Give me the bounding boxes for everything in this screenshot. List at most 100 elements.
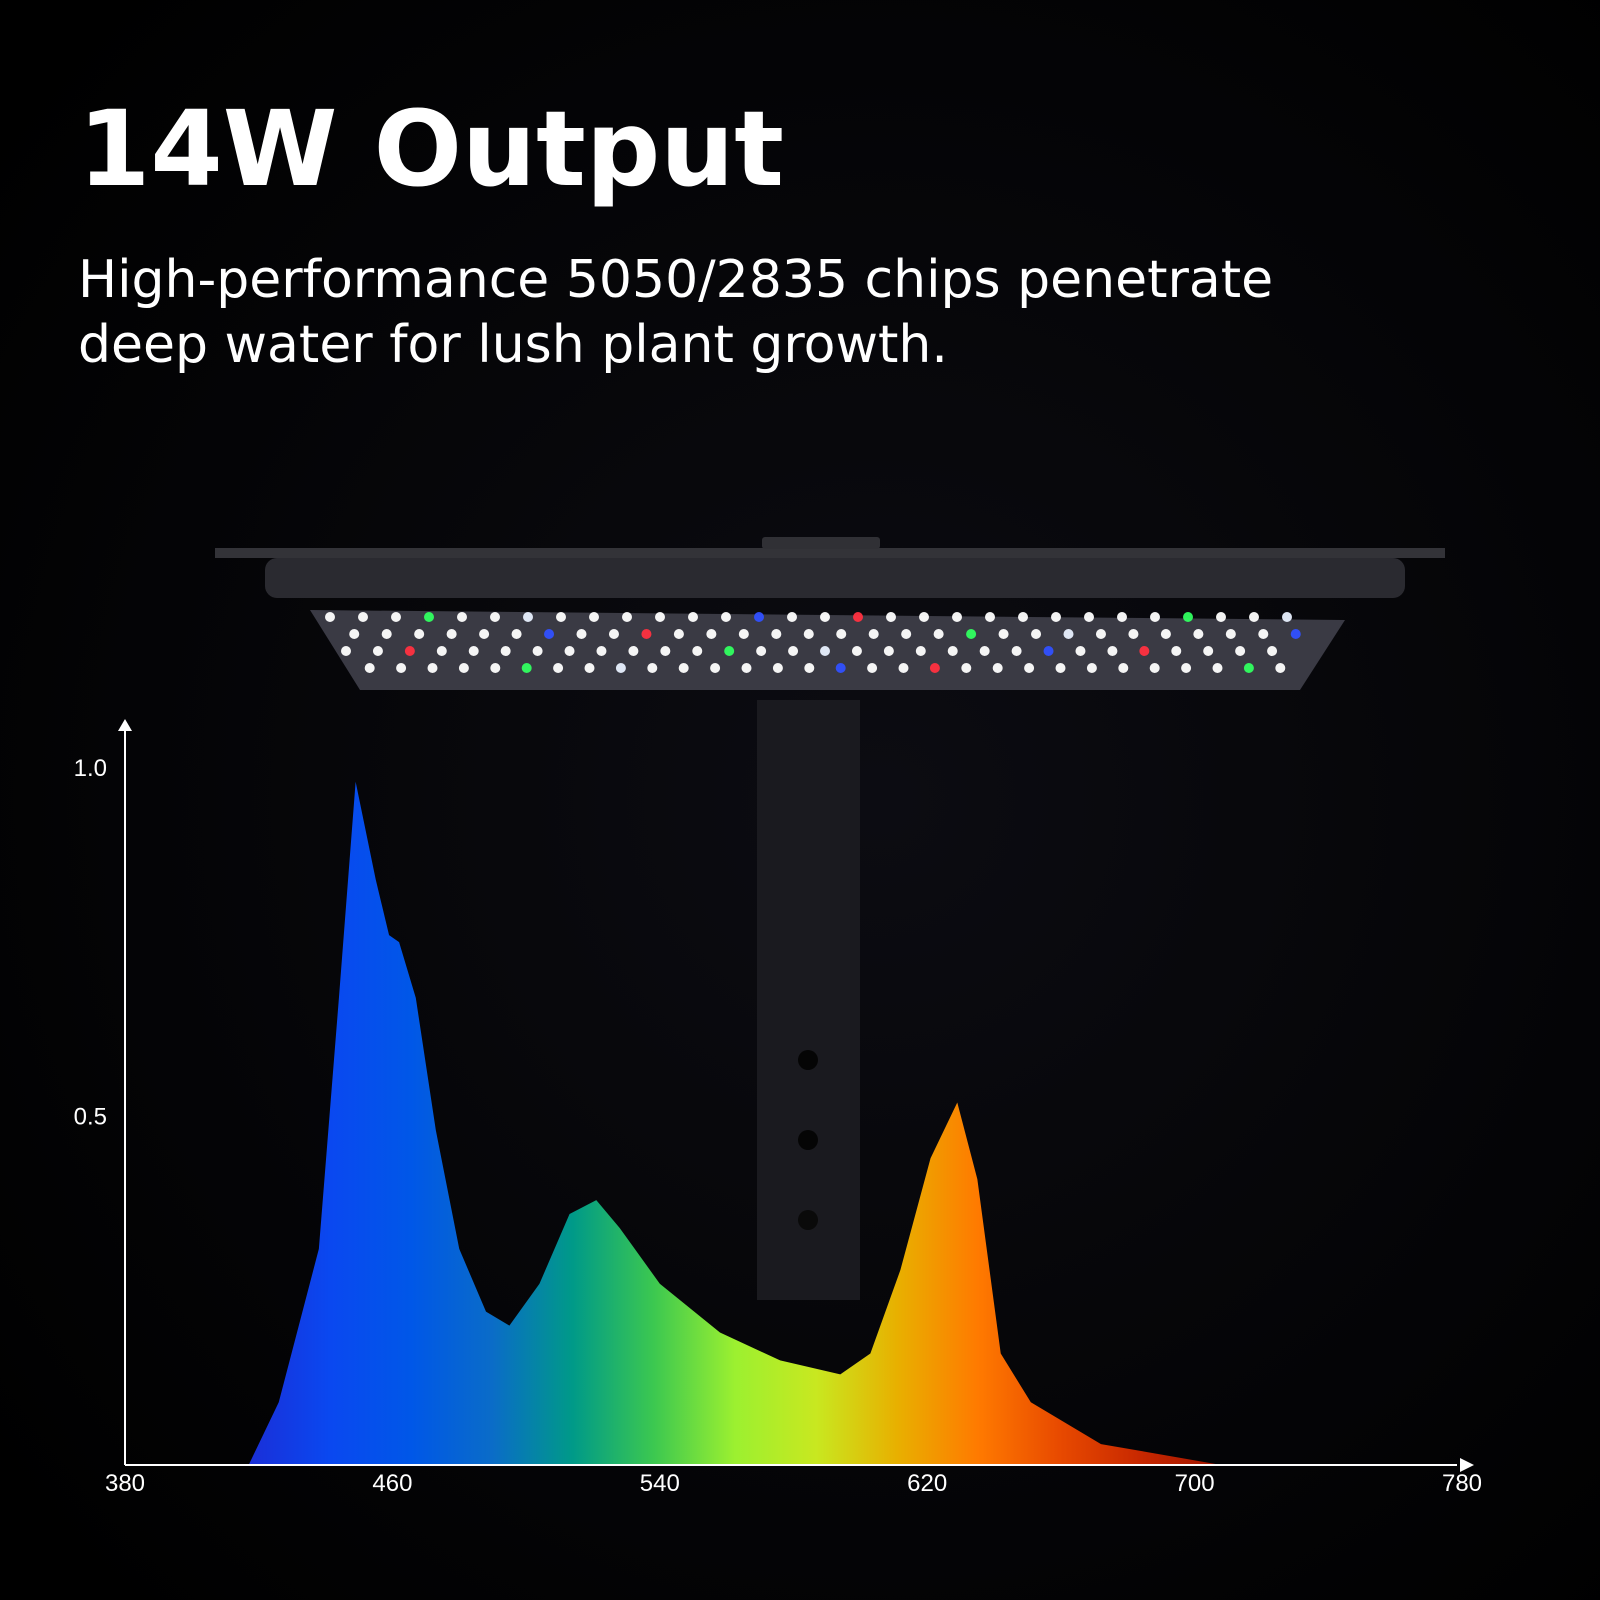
led [883, 646, 894, 656]
led [596, 646, 607, 656]
led [414, 629, 425, 639]
led [660, 646, 671, 656]
led [641, 629, 652, 639]
y-tick-label: 0.5 [74, 1103, 107, 1130]
led [1181, 663, 1192, 673]
led [490, 612, 500, 622]
led [851, 646, 862, 656]
led [564, 646, 575, 656]
led [1235, 646, 1246, 656]
led [490, 663, 501, 673]
led [919, 612, 929, 622]
led [721, 612, 731, 622]
led [1139, 646, 1150, 656]
x-tick-label: 460 [372, 1470, 412, 1497]
stand-hole [798, 1210, 818, 1230]
led [1086, 663, 1097, 673]
led [458, 663, 469, 673]
led [1031, 629, 1042, 639]
led [898, 663, 909, 673]
led [1149, 663, 1160, 673]
led [756, 646, 767, 656]
led [1267, 646, 1278, 656]
led [511, 629, 522, 639]
led [544, 629, 555, 639]
led [1118, 663, 1129, 673]
led [787, 612, 797, 622]
x-tick-label: 780 [1442, 1470, 1482, 1497]
led [836, 629, 847, 639]
led [929, 663, 940, 673]
led [532, 646, 543, 656]
led [886, 612, 896, 622]
led [1095, 629, 1106, 639]
led [1043, 646, 1054, 656]
led [1183, 612, 1193, 622]
led [1055, 663, 1066, 673]
led [1107, 646, 1118, 656]
led [1282, 612, 1292, 622]
led [1212, 663, 1223, 673]
led [901, 629, 912, 639]
led [998, 629, 1009, 639]
led [424, 612, 434, 622]
led [349, 629, 360, 639]
led [553, 663, 564, 673]
lamp-rail [215, 548, 1445, 558]
led [820, 612, 830, 622]
led [655, 612, 665, 622]
led [1290, 629, 1301, 639]
led [710, 663, 721, 673]
led [325, 612, 335, 622]
chart: 380 460 540 620 700 780 0.5 1.0 [74, 719, 1482, 1497]
led [1117, 612, 1127, 622]
led [1243, 663, 1254, 673]
led [427, 663, 438, 673]
led [1275, 663, 1286, 673]
led [788, 646, 799, 656]
led [933, 629, 944, 639]
led [771, 629, 782, 639]
subtitle: High-performance 5050/2835 chips penetra… [78, 250, 1273, 310]
led [628, 646, 639, 656]
led [961, 663, 972, 673]
led [724, 646, 735, 656]
led [358, 612, 368, 622]
led [1011, 646, 1022, 656]
led [738, 629, 749, 639]
led [446, 629, 457, 639]
led [1075, 646, 1086, 656]
led [678, 663, 689, 673]
led [1084, 612, 1094, 622]
led [1128, 629, 1139, 639]
led [1249, 612, 1259, 622]
led-array [325, 612, 1301, 673]
led [952, 612, 962, 622]
led [820, 646, 830, 656]
led [556, 612, 566, 622]
led [1216, 612, 1226, 622]
led [1150, 612, 1160, 622]
led [479, 629, 490, 639]
led [1018, 612, 1028, 622]
led [1193, 629, 1204, 639]
led [803, 629, 814, 639]
led [1258, 629, 1269, 639]
lamp-bar [265, 558, 1405, 598]
x-tick-label: 620 [907, 1470, 947, 1497]
led [706, 629, 717, 639]
led [576, 629, 587, 639]
y-axis-arrow [118, 719, 132, 731]
led [868, 629, 879, 639]
led [915, 646, 926, 656]
y-tick-label: 1.0 [74, 755, 107, 782]
led [589, 612, 599, 622]
led [853, 612, 863, 622]
led [523, 612, 533, 622]
led [804, 663, 815, 673]
led [647, 663, 658, 673]
led [992, 663, 1003, 673]
led [341, 646, 351, 656]
led [1171, 646, 1182, 656]
